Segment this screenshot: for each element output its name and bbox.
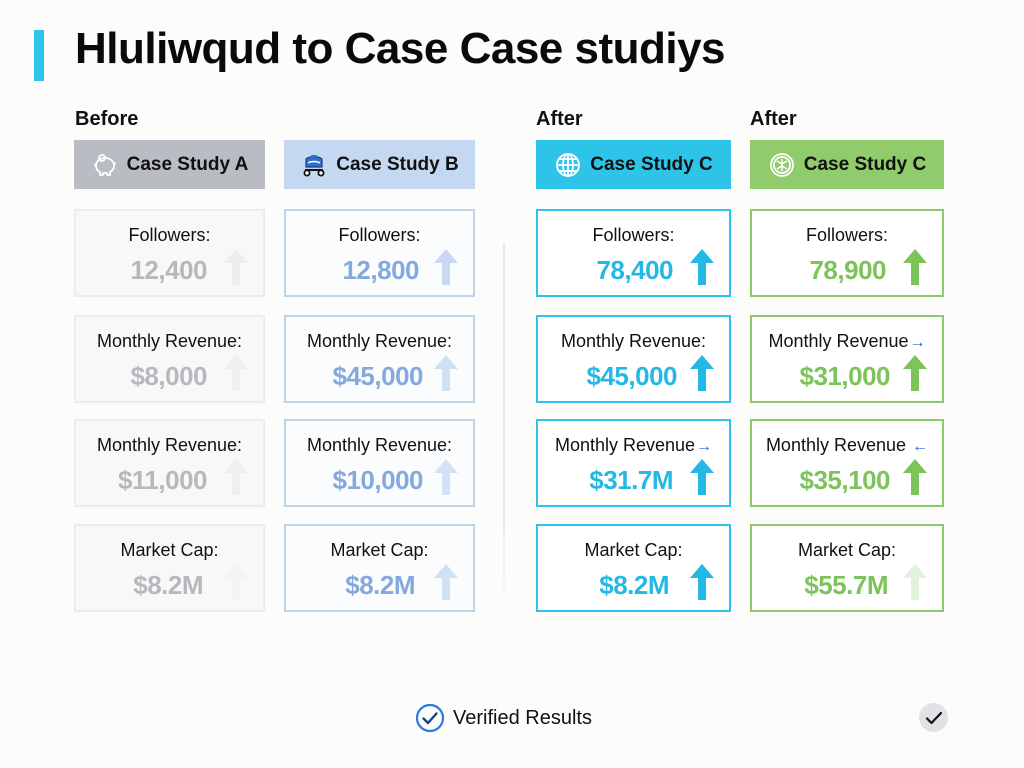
metric-label: Followers: xyxy=(128,225,211,245)
metric-value: $31,000 xyxy=(799,361,891,391)
trend-up-arrow-icon xyxy=(903,459,927,495)
check-icon xyxy=(925,711,942,724)
metric-label: Followers: xyxy=(338,225,421,245)
metric-card-monthly-revenue: Monthly Revenue→ $31,000 xyxy=(750,315,944,403)
metric-card-monthly-revenue: Monthly Revenue: $45,000 xyxy=(284,315,475,403)
metric-card-market-cap: Market Cap: $8.2M xyxy=(536,524,731,612)
case-study-b-name: Case Study B xyxy=(336,153,459,175)
trend-up-arrow-icon xyxy=(903,355,927,391)
before-label: Before xyxy=(75,108,139,130)
arrow-right-icon: → xyxy=(696,438,713,455)
metric-value: $8.2M xyxy=(133,570,203,600)
trend-up-arrow-icon xyxy=(903,564,927,600)
trend-up-arrow-icon xyxy=(690,249,714,285)
metric-value: $10,000 xyxy=(332,465,424,495)
verified-results-label: Verified Results xyxy=(453,706,592,729)
metric-card-monthly-revenue: Monthly Revenue→ $31.7M xyxy=(536,419,731,507)
after-label-1: After xyxy=(536,108,583,130)
arrow-right-icon: → xyxy=(909,334,926,351)
arrow-left-icon: ← xyxy=(912,438,929,455)
metric-value: 78,900 xyxy=(809,255,886,285)
trend-up-arrow-icon xyxy=(690,564,714,600)
globe-icon xyxy=(554,151,582,179)
metric-value: 78,400 xyxy=(596,255,673,285)
case-study-c-name: Case Study C xyxy=(590,153,713,175)
verified-results-badge: Verified Results xyxy=(415,703,592,733)
confirm-check-button[interactable] xyxy=(919,703,948,732)
case-study-c-tile[interactable]: Case Study C xyxy=(536,140,731,189)
metric-label: Monthly Revenue: xyxy=(96,435,243,455)
metric-label: Monthly Revenue: xyxy=(306,435,453,455)
trend-up-arrow-icon xyxy=(903,249,927,285)
title-accent-bar xyxy=(34,30,44,81)
metric-label: Followers: xyxy=(805,225,889,245)
metric-value: $31.7M xyxy=(589,465,673,495)
metric-value: $8.2M xyxy=(345,570,415,600)
robot-cart-icon xyxy=(300,151,328,179)
metric-card-monthly-revenue: Monthly Revenue: $45,000 xyxy=(536,315,731,403)
check-circle-icon xyxy=(415,703,445,733)
metric-value: $11,000 xyxy=(117,465,208,495)
metric-card-monthly-revenue: Monthly Revenue: $10,000 xyxy=(284,419,475,507)
metric-label: Market Cap: xyxy=(120,540,219,560)
metric-value: $45,000 xyxy=(586,361,678,391)
metric-card-market-cap: Market Cap: $8.2M xyxy=(284,524,475,612)
metric-label: Monthly Revenue ← xyxy=(765,435,929,455)
metric-card-followers: Followers: 78,900 xyxy=(750,209,944,297)
trend-up-arrow-icon xyxy=(224,249,248,285)
trend-up-arrow-icon xyxy=(224,355,248,391)
metric-value: $45,000 xyxy=(332,361,424,391)
trend-up-arrow-icon xyxy=(434,459,458,495)
case-study-a-name: Case Study A xyxy=(126,153,249,175)
before-after-divider xyxy=(503,243,505,591)
trend-up-arrow-icon xyxy=(434,564,458,600)
metric-label: Market Cap: xyxy=(584,540,683,560)
metric-card-market-cap: Market Cap: $8.2M xyxy=(74,524,265,612)
metric-value: $8,000 xyxy=(130,361,207,391)
metric-label: Monthly Revenue→ xyxy=(768,331,926,351)
metric-card-followers: Followers: 78,400 xyxy=(536,209,731,297)
metric-label: Monthly Revenue→ xyxy=(554,435,713,455)
metric-value: $55.7M xyxy=(804,570,888,600)
case-study-b-tile[interactable]: Case Study B xyxy=(284,140,475,189)
case-study-c2-tile[interactable]: Case Study C xyxy=(750,140,944,189)
trend-up-arrow-icon xyxy=(224,564,248,600)
metric-card-followers: Followers: 12,800 xyxy=(284,209,475,297)
metric-value: 12,400 xyxy=(130,255,207,285)
metric-label: Monthly Revenue: xyxy=(306,331,453,351)
trend-up-arrow-icon xyxy=(690,355,714,391)
metric-label: Monthly Revenue: xyxy=(560,331,707,351)
case-study-c2-name: Case Study C xyxy=(803,153,927,175)
metric-value: $8.2M xyxy=(599,570,669,600)
piggy-bank-icon xyxy=(91,151,119,179)
metric-card-monthly-revenue: Monthly Revenue: $8,000 xyxy=(74,315,265,403)
case-study-a-tile[interactable]: Case Study A xyxy=(74,140,265,189)
trend-up-arrow-icon xyxy=(224,459,248,495)
trend-up-arrow-icon xyxy=(434,355,458,391)
page-title: Hluliwqud to Case Case studiys xyxy=(75,24,726,73)
trend-up-arrow-icon xyxy=(690,459,714,495)
after-label-2: After xyxy=(750,108,797,130)
metric-label: Followers: xyxy=(592,225,675,245)
metric-value: $35,100 xyxy=(799,465,891,495)
metric-label: Market Cap: xyxy=(330,540,429,560)
metric-card-monthly-revenue: Monthly Revenue: $11,000 xyxy=(74,419,265,507)
metric-label: Market Cap: xyxy=(797,540,897,560)
metric-value: 12,800 xyxy=(342,255,419,285)
trend-up-arrow-icon xyxy=(434,249,458,285)
metric-card-followers: Followers: 12,400 xyxy=(74,209,265,297)
metric-card-market-cap: Market Cap: $55.7M xyxy=(750,524,944,612)
metric-label: Monthly Revenue: xyxy=(96,331,243,351)
globe-network-icon xyxy=(768,151,796,179)
metric-card-monthly-revenue: Monthly Revenue ← $35,100 xyxy=(750,419,944,507)
